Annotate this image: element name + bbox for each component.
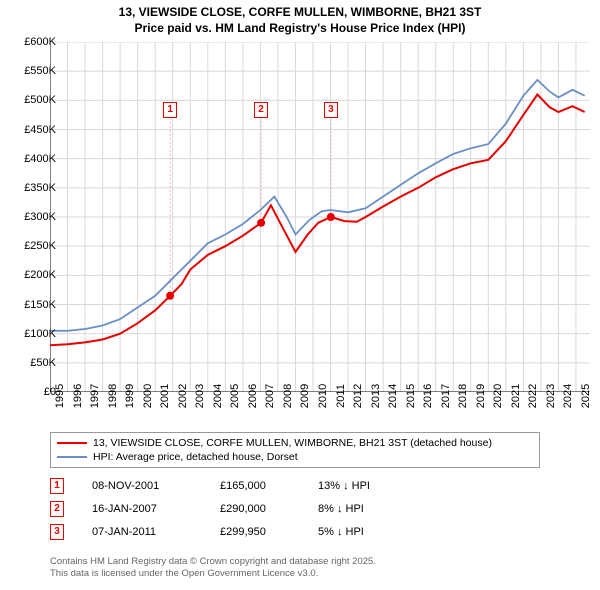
y-tick-label: £200K (24, 269, 56, 281)
y-tick-label: £300K (24, 211, 56, 223)
event-marker-1: 1 (163, 102, 177, 118)
chart-plot-area (50, 42, 590, 392)
event-diff: 8% ↓ HPI (318, 503, 408, 515)
legend-box: 13, VIEWSIDE CLOSE, CORFE MULLEN, WIMBOR… (50, 432, 540, 468)
x-tick-label: 2016 (422, 384, 434, 408)
x-tick-label: 1998 (107, 384, 119, 408)
x-tick-label: 2017 (440, 384, 452, 408)
footer-line-1: Contains HM Land Registry data © Crown c… (50, 556, 376, 568)
event-price: £290,000 (220, 503, 290, 515)
legend-swatch (57, 456, 87, 458)
x-tick-label: 2018 (457, 384, 469, 408)
legend-swatch (57, 442, 87, 444)
x-tick-label: 2020 (492, 384, 504, 408)
event-row-marker: 2 (50, 501, 64, 517)
event-row-marker: 1 (50, 478, 64, 494)
x-tick-label: 2001 (159, 384, 171, 408)
x-tick-label: 2004 (212, 384, 224, 408)
x-tick-label: 2005 (229, 384, 241, 408)
event-price: £165,000 (220, 480, 290, 492)
y-tick-label: £50K (30, 357, 56, 369)
title-line-2: Price paid vs. HM Land Registry's House … (0, 20, 600, 36)
y-tick-label: £250K (24, 240, 56, 252)
footer-line-2: This data is licensed under the Open Gov… (50, 568, 376, 580)
x-tick-label: 2002 (177, 384, 189, 408)
y-tick-label: £500K (24, 94, 56, 106)
legend-row: 13, VIEWSIDE CLOSE, CORFE MULLEN, WIMBOR… (57, 436, 533, 450)
x-tick-label: 2025 (580, 384, 592, 408)
x-tick-label: 2014 (387, 384, 399, 408)
x-tick-label: 2023 (545, 384, 557, 408)
event-price: £299,950 (220, 526, 290, 538)
x-tick-label: 2006 (247, 384, 259, 408)
x-tick-label: 2021 (510, 384, 522, 408)
event-marker-3: 3 (324, 102, 338, 118)
x-tick-label: 2009 (299, 384, 311, 408)
x-tick-label: 2022 (527, 384, 539, 408)
y-tick-label: £150K (24, 299, 56, 311)
event-diff: 13% ↓ HPI (318, 480, 408, 492)
event-date: 16-JAN-2007 (92, 503, 192, 515)
chart-svg (50, 42, 590, 392)
x-tick-label: 1997 (89, 384, 101, 408)
events-table: 1 08-NOV-2001 £165,000 13% ↓ HPI 2 16-JAN-200… (50, 478, 470, 547)
event-row: 1 08-NOV-2001 £165,000 13% ↓ HPI (50, 478, 470, 494)
legend-label: HPI: Average price, detached house, Dors… (93, 451, 298, 463)
x-tick-label: 1999 (124, 384, 136, 408)
x-tick-label: 2011 (335, 384, 347, 408)
footer-attribution: Contains HM Land Registry data © Crown c… (50, 556, 376, 581)
event-diff: 5% ↓ HPI (318, 526, 408, 538)
x-tick-label: 2013 (370, 384, 382, 408)
event-date: 08-NOV-2001 (92, 480, 192, 492)
x-tick-label: 2000 (142, 384, 154, 408)
chart-title: 13, VIEWSIDE CLOSE, CORFE MULLEN, WIMBOR… (0, 0, 600, 36)
x-tick-label: 2015 (405, 384, 417, 408)
title-line-1: 13, VIEWSIDE CLOSE, CORFE MULLEN, WIMBOR… (0, 4, 600, 20)
y-tick-label: £550K (24, 65, 56, 77)
x-tick-label: 1995 (54, 384, 66, 408)
event-row: 2 16-JAN-2007 £290,000 8% ↓ HPI (50, 501, 470, 517)
x-tick-label: 2012 (352, 384, 364, 408)
event-row: 3 07-JAN-2011 £299,950 5% ↓ HPI (50, 524, 470, 540)
x-tick-label: 2003 (194, 384, 206, 408)
event-row-marker: 3 (50, 524, 64, 540)
y-tick-label: £400K (24, 153, 56, 165)
legend-label: 13, VIEWSIDE CLOSE, CORFE MULLEN, WIMBOR… (93, 437, 492, 449)
x-tick-label: 2008 (282, 384, 294, 408)
x-tick-label: 2019 (475, 384, 487, 408)
x-tick-label: 1996 (72, 384, 84, 408)
x-tick-label: 2007 (264, 384, 276, 408)
x-tick-label: 2010 (317, 384, 329, 408)
legend-row: HPI: Average price, detached house, Dors… (57, 450, 533, 464)
y-tick-label: £350K (24, 182, 56, 194)
y-tick-label: £450K (24, 124, 56, 136)
y-tick-label: £100K (24, 328, 56, 340)
chart-container: 13, VIEWSIDE CLOSE, CORFE MULLEN, WIMBOR… (0, 0, 600, 590)
event-date: 07-JAN-2011 (92, 526, 192, 538)
y-tick-label: £600K (24, 36, 56, 48)
event-marker-2: 2 (254, 102, 268, 118)
x-tick-label: 2024 (562, 384, 574, 408)
